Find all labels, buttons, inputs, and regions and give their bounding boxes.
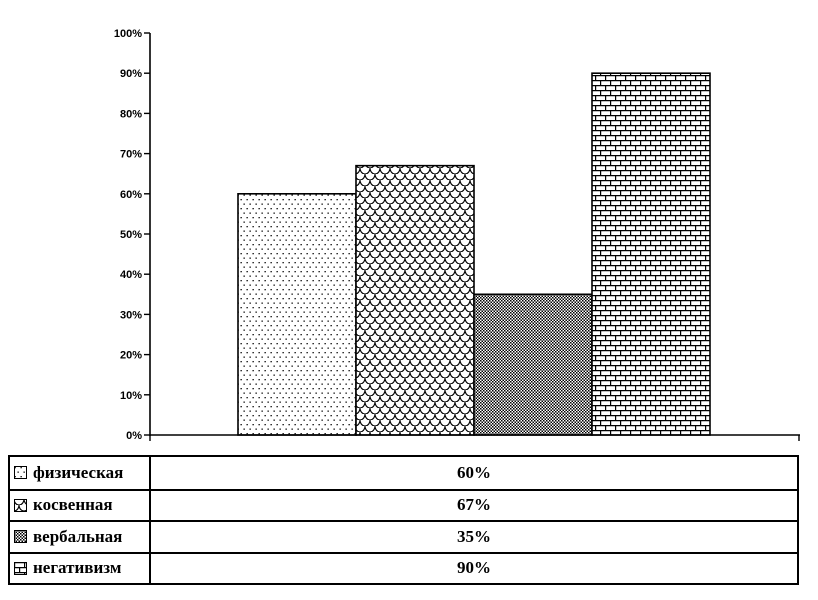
bar-negativizm — [591, 72, 711, 436]
y-axis-labels: 0% 10% 20% 30% 40% 50% 60% 70% 80% 90% 100% — [114, 28, 142, 442]
y-axis-tick-label: 80% — [120, 108, 142, 120]
y-axis-tick-label: 60% — [120, 189, 142, 201]
dots-pattern-swatch-icon — [14, 466, 27, 480]
bricks-pattern-swatch-icon — [14, 561, 27, 575]
y-axis-tick-label: 100% — [114, 28, 142, 40]
legend-value: 60% — [457, 462, 491, 482]
legend-label-cell: негативизм — [10, 553, 151, 583]
bar-kosvennaya — [355, 164, 475, 436]
y-axis-ticks — [144, 32, 150, 436]
legend-value: 67% — [457, 495, 491, 515]
y-axis-tick-label: 50% — [120, 229, 142, 241]
y-axis-tick-label: 70% — [120, 149, 142, 161]
legend-label-cell: косвенная — [10, 490, 151, 520]
y-axis-tick-label: 90% — [120, 68, 142, 80]
bar-chart: 0% 10% 20% 30% 40% 50% 60% 70% 80% 90% 100% — [114, 28, 800, 442]
legend-label-cell: физическая — [10, 457, 151, 489]
legend-label: физическая — [33, 462, 124, 482]
y-axis-tick-label: 20% — [120, 350, 142, 362]
y-axis-tick-label: 10% — [120, 390, 142, 402]
legend-value: 90% — [457, 558, 491, 578]
y-axis-tick-label: 0% — [126, 430, 142, 442]
y-axis-tick-label: 30% — [120, 309, 142, 321]
legend-table: физическая 60% косвенная 67% вербальная … — [8, 455, 799, 585]
bar-verbalnaya — [473, 293, 593, 436]
legend-label: негативизм — [33, 558, 122, 578]
bar-fizicheskaya — [237, 193, 357, 436]
scales-pattern-swatch-icon — [14, 498, 27, 512]
legend-row: косвенная 67% — [10, 488, 797, 520]
legend-label: косвенная — [33, 495, 113, 515]
y-axis-tick-label: 40% — [120, 269, 142, 281]
legend-row: негативизм 90% — [10, 551, 797, 583]
legend-label: вербальная — [33, 526, 123, 546]
legend-row: физическая 60% — [10, 457, 797, 489]
legend-label-cell: вербальная — [10, 522, 151, 552]
legend-value: 35% — [457, 526, 491, 546]
dither-pattern-swatch-icon — [14, 530, 27, 544]
legend-row: вербальная 35% — [10, 520, 797, 552]
